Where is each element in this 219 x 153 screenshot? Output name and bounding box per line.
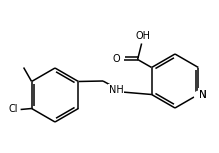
Text: O: O [113,54,121,63]
Text: OH: OH [135,30,150,41]
Text: N: N [199,90,207,99]
Text: Cl: Cl [8,104,18,114]
Text: N: N [199,90,207,99]
Text: NH: NH [109,85,123,95]
